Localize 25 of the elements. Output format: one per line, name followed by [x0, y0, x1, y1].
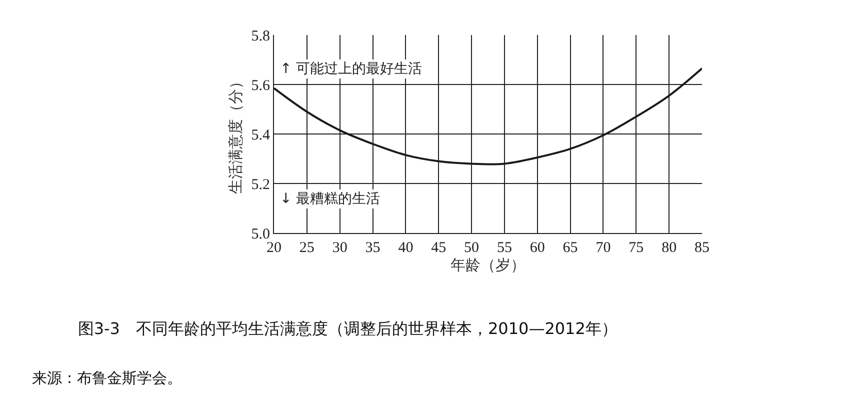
y-tick-label: 5.6	[251, 78, 270, 94]
x-tick-label: 50	[464, 240, 480, 256]
x-tick-label: 60	[530, 240, 545, 256]
x-tick-label: 55	[496, 240, 512, 256]
x-tick-label: 85	[694, 240, 710, 256]
x-tick-label: 45	[431, 240, 446, 256]
text: 图3-3 不同年龄的平均生活满意度（调整后的世界样本，2010—2012年）	[78, 318, 618, 338]
x-axis-title: 年龄（岁）	[450, 256, 526, 274]
x-tick-label: 35	[365, 240, 380, 256]
x-tick-label: 20	[266, 240, 282, 256]
y-tick-label: 5.4	[251, 127, 270, 144]
x-tick-label: 80	[662, 240, 677, 256]
x-tick-label: 30	[332, 240, 348, 256]
y-tick-label: 5.2	[251, 176, 270, 193]
x-tick-label: 70	[596, 240, 611, 256]
x-tick-label: 40	[398, 240, 414, 256]
x-tick-label: 25	[299, 240, 314, 256]
annotation: ↑ 可能过上的最好生活	[280, 61, 422, 77]
y-tick-label: 5.8	[251, 28, 270, 44]
x-tick-label: 75	[628, 240, 644, 256]
x-tick-label: 65	[562, 240, 578, 256]
y-axis-title: 生活满意度（分）	[226, 74, 244, 194]
y-tick-label: 5.0	[251, 226, 270, 242]
source-note: 来源：布鲁金斯学会。	[32, 369, 182, 387]
annotation: ↓ 最糟糕的生活	[280, 191, 380, 207]
